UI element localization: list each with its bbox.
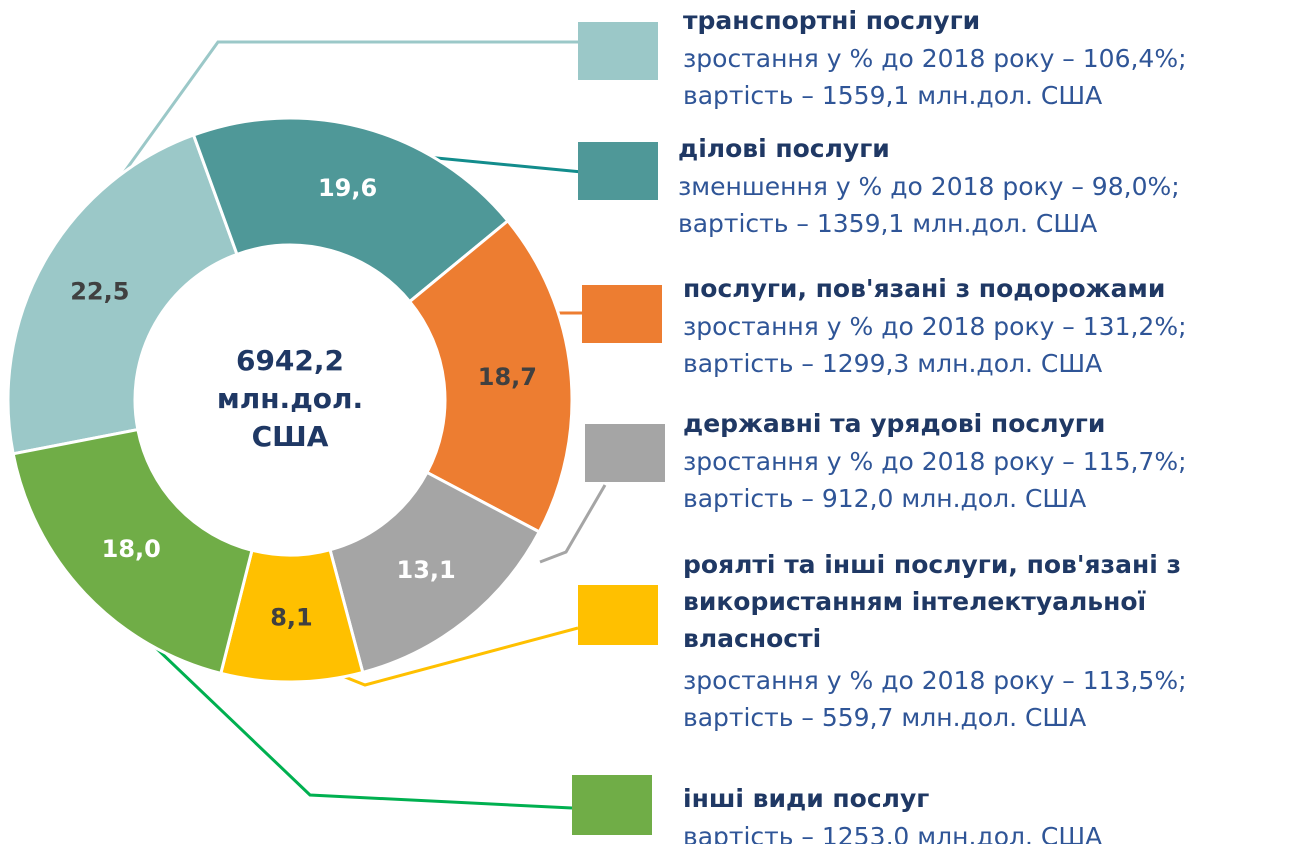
legend-description: вартість – 1559,1 млн.дол. США	[683, 81, 1102, 110]
data-label: 8,1	[270, 603, 313, 631]
legend-description: зростання у % до 2018 року – 113,5%;	[683, 666, 1187, 695]
legend-swatch	[572, 775, 652, 835]
legend-title: ділові послуги	[678, 134, 890, 163]
legend-swatch	[582, 285, 662, 343]
donut-slice	[191, 116, 510, 304]
donut-slice	[11, 427, 254, 676]
leader-line	[130, 623, 573, 810]
center-label: млн.дол.	[217, 382, 363, 415]
legend-description: вартість – 559,7 млн.дол. США	[683, 703, 1086, 732]
legend-description: вартість – 1359,1 млн.дол. США	[678, 209, 1097, 238]
legend-description: вартість – 1253,0 млн.дол. США	[683, 822, 1102, 844]
legend-description: зменшення у % до 2018 року – 98,0%;	[678, 172, 1180, 201]
legend-swatch	[578, 585, 658, 645]
donut-slice	[6, 133, 239, 456]
legend-description: зростання у % до 2018 року – 115,7%;	[683, 447, 1187, 476]
center-label: США	[252, 420, 329, 453]
legend-description: вартість – 912,0 млн.дол. США	[683, 484, 1086, 513]
data-label: 13,1	[397, 556, 456, 584]
legend-title: державні та урядові послуги	[683, 409, 1105, 438]
legend-swatch	[578, 142, 658, 200]
legend-title: роялті та інші послуги, пов'язані з	[683, 550, 1181, 579]
donut-slice	[407, 218, 574, 534]
legend-description: зростання у % до 2018 року – 131,2%;	[683, 312, 1187, 341]
legend-title: інші види послуг	[683, 784, 929, 813]
legend-title: власності	[683, 624, 821, 653]
legend-title: послуги, пов'язані з подорожами	[683, 274, 1165, 303]
legend-title: використанням інтелектуальної	[683, 587, 1147, 616]
data-label: 19,6	[318, 174, 377, 202]
data-label: 18,0	[102, 535, 161, 563]
center-label: 6942,2	[236, 344, 344, 377]
data-label: 22,5	[70, 277, 129, 305]
leader-line	[539, 484, 607, 564]
leader-line	[339, 626, 579, 687]
data-label: 18,7	[478, 363, 537, 391]
legend-swatch	[585, 424, 665, 482]
legend-title: транспортні послуги	[683, 6, 980, 35]
leader-line	[118, 40, 578, 179]
legend-description: вартість – 1299,3 млн.дол. США	[683, 349, 1102, 378]
legend-description: зростання у % до 2018 року – 106,4%;	[683, 44, 1187, 73]
legend-swatch	[578, 22, 658, 80]
